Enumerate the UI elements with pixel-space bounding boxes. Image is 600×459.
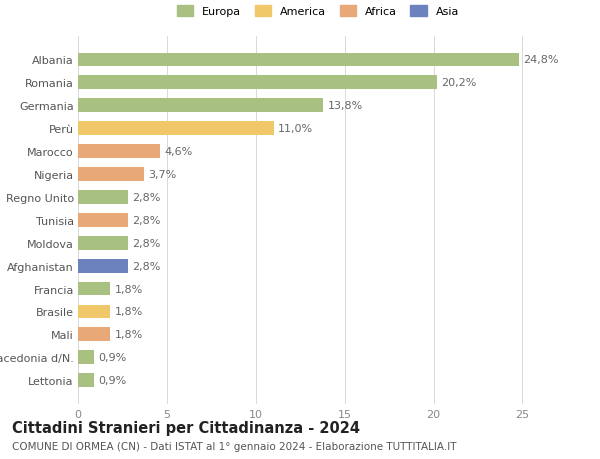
Text: 11,0%: 11,0% — [278, 124, 313, 134]
Bar — [78, 305, 110, 319]
Text: 2,8%: 2,8% — [132, 215, 161, 225]
Bar — [78, 213, 128, 227]
Text: 1,8%: 1,8% — [115, 284, 143, 294]
Bar — [78, 236, 128, 250]
Bar — [78, 351, 94, 364]
Bar — [78, 282, 110, 296]
Text: Cittadini Stranieri per Cittadinanza - 2024: Cittadini Stranieri per Cittadinanza - 2… — [12, 420, 360, 435]
Text: 13,8%: 13,8% — [328, 101, 363, 111]
Text: 2,8%: 2,8% — [132, 238, 161, 248]
Bar — [78, 190, 128, 204]
Text: COMUNE DI ORMEA (CN) - Dati ISTAT al 1° gennaio 2024 - Elaborazione TUTTITALIA.I: COMUNE DI ORMEA (CN) - Dati ISTAT al 1° … — [12, 441, 457, 451]
Text: 4,6%: 4,6% — [164, 147, 193, 157]
Bar — [78, 259, 128, 273]
Text: 0,9%: 0,9% — [98, 375, 127, 386]
Bar — [78, 76, 437, 90]
Text: 0,9%: 0,9% — [98, 353, 127, 363]
Bar — [78, 168, 144, 181]
Bar — [78, 145, 160, 159]
Legend: Europa, America, Africa, Asia: Europa, America, Africa, Asia — [176, 6, 460, 17]
Text: 3,7%: 3,7% — [148, 170, 176, 179]
Bar — [78, 374, 94, 387]
Bar — [78, 122, 274, 136]
Text: 1,8%: 1,8% — [115, 307, 143, 317]
Text: 2,8%: 2,8% — [132, 192, 161, 202]
Text: 20,2%: 20,2% — [442, 78, 477, 88]
Text: 2,8%: 2,8% — [132, 261, 161, 271]
Text: 1,8%: 1,8% — [115, 330, 143, 340]
Bar — [78, 53, 519, 67]
Text: 24,8%: 24,8% — [523, 55, 559, 65]
Bar — [78, 99, 323, 113]
Bar — [78, 328, 110, 341]
